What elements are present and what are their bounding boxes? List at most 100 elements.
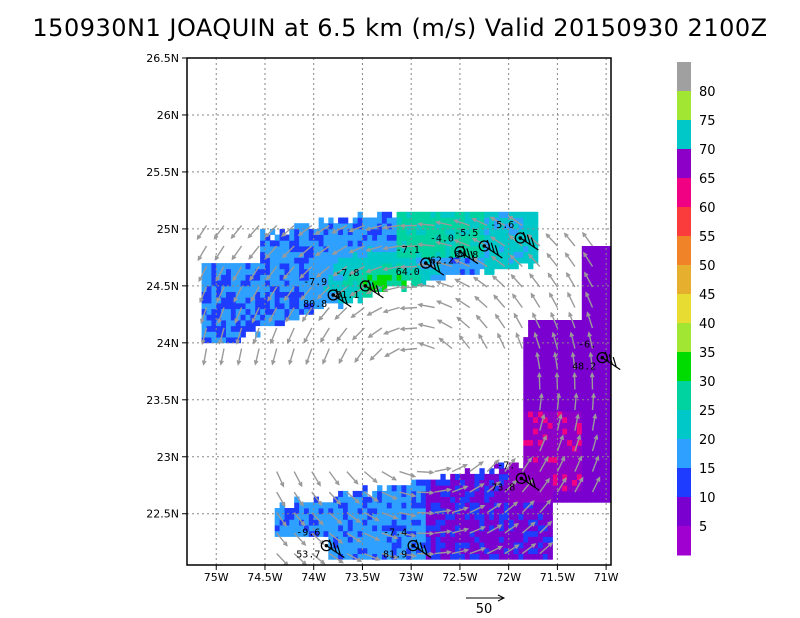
field-cell <box>523 468 529 475</box>
field-cell <box>572 496 578 503</box>
field-cell <box>596 439 602 446</box>
wind-vector-head <box>438 337 444 343</box>
field-cell <box>226 285 232 292</box>
field-cell <box>391 547 397 554</box>
field-cell <box>533 371 539 378</box>
field-cell <box>611 394 616 400</box>
field-cell <box>425 234 432 241</box>
field-cell <box>289 268 295 275</box>
field-cell <box>542 377 549 384</box>
field-cell <box>484 542 490 549</box>
field-cell <box>523 217 529 224</box>
field-cell <box>265 240 271 247</box>
field-cell <box>552 325 558 332</box>
field-cell <box>572 399 578 406</box>
field-cell <box>396 508 402 515</box>
field-cell <box>328 547 334 554</box>
field-cell <box>294 274 300 281</box>
field-cell <box>591 291 597 298</box>
wind-vector-head <box>266 275 271 281</box>
field-cell <box>362 485 368 492</box>
field-cell <box>221 297 227 304</box>
field-cell <box>333 530 339 537</box>
field-cell <box>450 530 456 537</box>
field-cell <box>343 291 349 298</box>
field-cell <box>533 223 539 230</box>
wind-vector <box>254 348 260 365</box>
colorbar-swatch <box>677 323 691 353</box>
wind-vector-head <box>320 559 326 565</box>
field-cell <box>328 217 334 224</box>
field-cell <box>528 422 534 429</box>
field-cell <box>416 502 422 509</box>
field-cell <box>581 456 588 463</box>
field-cell <box>572 439 578 446</box>
field-cell <box>567 365 573 372</box>
field-cell <box>523 502 529 509</box>
field-cell <box>343 490 349 497</box>
field-cell <box>572 422 578 429</box>
field-cell <box>226 337 232 344</box>
field-cell <box>508 246 514 253</box>
wind-vector <box>265 245 278 259</box>
wind-vector <box>546 253 558 267</box>
field-cell <box>226 280 232 287</box>
wind-vector-head <box>531 543 537 548</box>
field-cell <box>333 280 339 287</box>
wind-vector-head <box>545 233 551 239</box>
field-cell <box>479 542 485 549</box>
wind-vector-head <box>315 272 322 278</box>
reference-vector: 50 <box>466 594 506 617</box>
wind-vector-head <box>542 434 547 441</box>
field-cell <box>260 234 266 241</box>
field-cell <box>357 502 363 509</box>
field-cell <box>343 525 349 532</box>
field-cell <box>450 502 456 509</box>
field-cell <box>386 490 393 497</box>
wind-vector <box>298 224 313 236</box>
field-cell <box>469 496 475 503</box>
field-cell <box>362 490 368 497</box>
field-cell <box>445 217 451 224</box>
field-cell <box>450 211 456 218</box>
field-cell <box>557 456 563 463</box>
wind-vector <box>267 286 278 301</box>
field-cell <box>240 274 246 281</box>
field-cell <box>518 542 524 549</box>
wind-vector <box>473 277 488 288</box>
field-cell <box>547 508 553 515</box>
field-cell <box>308 530 315 537</box>
field-cell <box>474 228 480 235</box>
field-cell <box>372 268 378 275</box>
field-cell <box>411 502 417 509</box>
wind-vector-head <box>297 481 303 488</box>
field-cell <box>328 285 334 292</box>
field-cell <box>308 228 315 235</box>
field-cell <box>425 251 432 258</box>
field-cell <box>576 359 583 366</box>
field-cell <box>235 285 241 292</box>
field-cell <box>528 223 534 230</box>
field-cell <box>523 399 529 406</box>
field-cell <box>391 502 397 509</box>
wind-vector <box>317 286 330 299</box>
field-cell <box>396 485 402 492</box>
field-cell <box>596 434 602 441</box>
field-cell <box>591 399 597 406</box>
field-cell <box>284 525 290 532</box>
field-cell <box>606 388 611 395</box>
field-cell <box>406 536 412 543</box>
wind-vector <box>202 348 208 365</box>
field-cell <box>333 285 339 292</box>
field-cell <box>581 422 588 429</box>
field-cell <box>357 263 363 270</box>
field-cell <box>542 496 549 503</box>
wind-vector-head <box>337 519 343 525</box>
wind-vector-head <box>365 289 372 295</box>
field-cell <box>464 519 471 526</box>
field-cell <box>572 388 578 395</box>
wind-vector-head <box>303 338 309 344</box>
wind-vector <box>338 348 348 364</box>
field-cell <box>367 536 373 543</box>
field-cell <box>420 547 427 554</box>
